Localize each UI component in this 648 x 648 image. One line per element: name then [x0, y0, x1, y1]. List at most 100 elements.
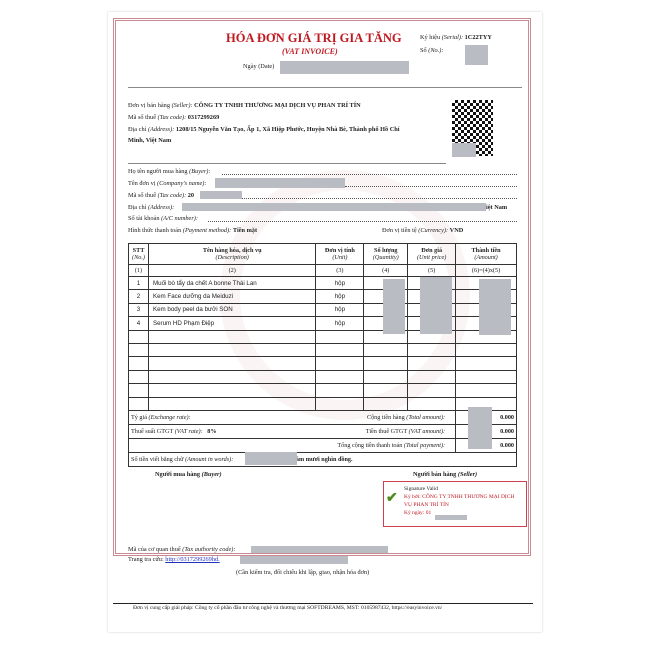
buyer-tax-value: 20 — [187, 192, 195, 199]
redacted-qr — [452, 143, 476, 157]
seller-address: Địa chỉ (Address): 1208/15 Nguyễn Văn Tạ… — [128, 126, 400, 133]
redacted-amount — [479, 279, 511, 335]
vat-rate-value: 8% — [207, 427, 217, 435]
buyer-name: Họ tên người mua hàng (Buyer): — [128, 168, 210, 175]
seller-name-label: Đơn vị bán hàng — [128, 102, 170, 109]
buyer-company-field — [345, 186, 517, 187]
pay-label-en: (Payment method): — [182, 227, 232, 234]
lookup-link[interactable]: http://0317299269hd. — [165, 556, 220, 563]
cur-value: VND — [449, 227, 464, 234]
seller-tax-label: Mã số thuế — [128, 114, 156, 121]
no-label-en: (No.): — [428, 47, 444, 54]
invoice-border — [113, 18, 531, 556]
currency: Đơn vị tiền tệ (Currency): VND — [382, 227, 463, 234]
idx: (1) — [128, 264, 149, 277]
redacted-link — [240, 556, 348, 564]
h-en: (Description) — [215, 254, 249, 261]
empty-row — [128, 356, 517, 371]
buyer-acc-label-en: (A/C number): — [161, 215, 198, 222]
auth-label: Mã của cơ quan thuế — [128, 546, 181, 553]
cur-label-en: (Currency): — [418, 227, 449, 234]
table-row: 4 Serum HD Phạm Điệp hộp — [128, 316, 517, 331]
items-table: STT (No.) Tên hàng hóa, dịch vụ (Descripti… — [127, 243, 517, 467]
table-row: 3 Kem body peel da bưởi SON hộp — [128, 302, 517, 318]
h: STT — [132, 247, 145, 254]
seller-tax-value: 0317299269 — [187, 114, 220, 121]
buyer-acc-label: Số tài khoản — [128, 215, 160, 222]
redacted-words — [245, 452, 297, 465]
buyer-tax: Mã số thuế (Tax code): 20 — [128, 192, 194, 199]
h-en: (Quantity) — [372, 254, 399, 261]
seller-sign-label-en: (Seller) — [457, 471, 478, 478]
number: Số (No.): — [420, 47, 443, 54]
payment-method: Hình thức thanh toán (Payment method): T… — [128, 227, 257, 234]
signed-by: Ký bởi: CÔNG TY TNHH THƯƠNG MẠI DỊCH — [404, 494, 515, 500]
buyer-company-label: Tên đơn vị — [128, 180, 156, 187]
divider — [128, 87, 522, 88]
total-value: 0.000 — [500, 413, 514, 421]
digital-signature-box[interactable]: Signature Valid Ký bởi: CÔNG TY TNHH THƯ… — [383, 481, 527, 527]
vat-row: Thuế suất GTGT (VAT rate): 8% Tiền thuế G… — [127, 423, 517, 439]
seller-name-value: CÔNG TY TNHH THƯƠNG MẠI DỊCH VỤ PHAN TRÍ… — [194, 102, 361, 109]
footer-divider — [113, 603, 533, 604]
tax-authority-code: Mã của cơ quan thuế (Tax authority code)… — [128, 546, 236, 553]
seller-addr-label-en: (Address): — [147, 126, 175, 133]
no-label: Số — [420, 47, 427, 54]
words-label: Số tiền viết bằng chữ — [131, 455, 184, 463]
row-unit: hộp — [315, 289, 365, 304]
row-unit: hộp — [315, 302, 365, 318]
col-unit: Đơn vị tính (Unit) — [315, 243, 365, 265]
rate-label: Tỷ giá — [131, 413, 147, 421]
cur-label: Đơn vị tiền tệ — [382, 227, 417, 234]
idx: (4) — [363, 264, 409, 277]
idx: (2) — [147, 264, 317, 277]
h: Thành tiền — [471, 247, 501, 254]
col-qty: Số lượng (Quantity) — [363, 243, 409, 265]
total-label: Cộng tiền hàng — [366, 413, 405, 421]
row-no: 2 — [128, 289, 149, 304]
table-row: 2 Kem Face dưỡng da Meiduzi hộp — [128, 289, 517, 304]
row-no: 4 — [128, 316, 149, 331]
provider-info: Đơn vị cung cấp giải pháp: Công ty cổ ph… — [133, 605, 443, 611]
h-en: (No.) — [132, 254, 145, 261]
invoice-subtitle: (VAT INVOICE) — [282, 47, 338, 56]
h-en: (Unit price) — [416, 254, 447, 261]
serial-label-en: (Serial): — [441, 34, 464, 41]
total-label-en: (Total amount): — [406, 413, 446, 421]
auth-label-en: (Tax authority code): — [182, 546, 236, 553]
buyer-tax-label-en: (Tax code): — [157, 192, 187, 199]
redacted-date — [280, 61, 409, 74]
table-row: 1 Muối bò tẩy da chết A bonne Thái Lan hộp — [128, 275, 517, 291]
seller-address-line2: Minh, Việt Nam — [128, 137, 172, 144]
buyer-addr-label: Địa chỉ — [128, 204, 147, 211]
buyer-tax-label: Mã số thuế — [128, 192, 156, 199]
serial-value: 1C22TYY — [464, 34, 492, 41]
buyer-sign-label: Người mua hàng — [155, 471, 201, 478]
h: Đơn vị tính — [324, 247, 355, 254]
serial: Ký hiệu (Serial): 1C22TYY — [420, 34, 492, 41]
vat-rate-label: Thuế suất GTGT — [131, 427, 174, 435]
signature-valid: Signature Valid — [404, 486, 438, 492]
seller-sign-title: Người bán hàng (Seller) — [413, 471, 477, 478]
row-no: 1 — [128, 275, 149, 291]
serial-label: Ký hiệu — [420, 34, 441, 41]
buyer-address-suffix: iệt Nam — [486, 204, 508, 211]
vat-rate-label-en: (VAT rate): — [174, 427, 203, 435]
seller-sign-label: Người bán hàng — [413, 471, 457, 478]
signed-date: Ký ngày: 01 — [404, 510, 432, 516]
empty-row — [128, 329, 517, 344]
buyer-name-label: Họ tên người mua hàng — [128, 168, 188, 175]
lookup-label: Trang tra cứu: — [128, 556, 164, 563]
col-price: Đơn giá (Unit price) — [407, 243, 457, 265]
words-row: Số tiền viết bằng chữ (Amount in words):… — [128, 451, 517, 467]
lookup: Trang tra cứu: http://0317299269hd. — [128, 556, 220, 563]
rate-label-en: (Exchange rate): — [148, 413, 191, 421]
redacted-address — [182, 203, 486, 211]
redacted-company — [215, 178, 345, 188]
seller-addr-line1: 1208/15 Nguyễn Văn Tạo, Ấp 1, Xã Hiệp Ph… — [175, 126, 400, 133]
date-label: Ngày (Date) — [243, 63, 274, 70]
col-amount: Thành tiền (Amount) — [455, 243, 517, 265]
buyer-name-field — [222, 174, 517, 175]
payment-label-en: (Total payment): — [403, 441, 446, 449]
idx: (6)=(4)x(5) — [455, 264, 517, 277]
